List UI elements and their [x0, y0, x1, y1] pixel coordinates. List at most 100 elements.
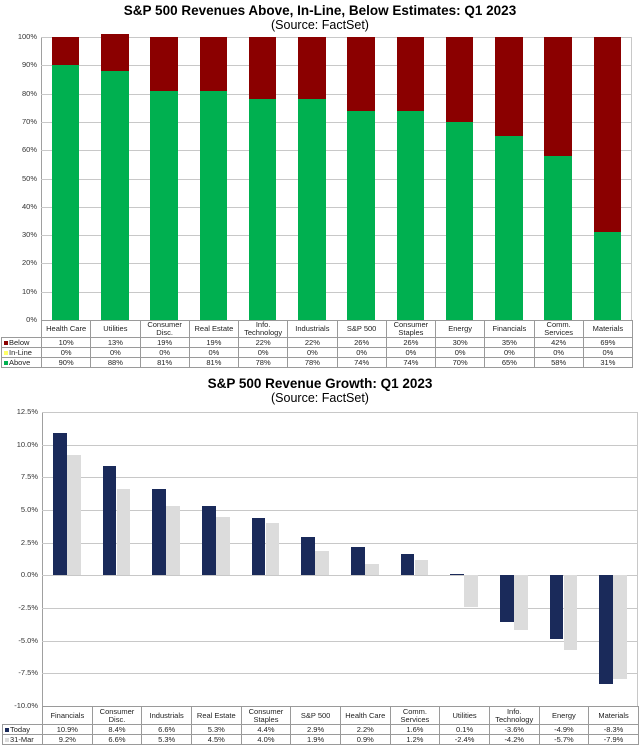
y-tick-label: 70%: [21, 116, 37, 126]
table-cell: 31%: [582, 357, 634, 368]
category-label: Real Estate: [188, 320, 240, 338]
category-label: Consumer Staples: [240, 706, 292, 725]
y-tick-label: 5.0%: [20, 505, 38, 514]
bar-below: [298, 37, 326, 100]
table-cell: 0%: [139, 347, 190, 358]
bar-today: [350, 546, 365, 576]
legend-swatch-icon: [4, 340, 8, 345]
y-tick-label: -5.0%: [18, 635, 38, 645]
table-cell: 88%: [90, 357, 141, 368]
table-cell: 1.2%: [389, 734, 441, 745]
table-cell: 0%: [582, 347, 634, 358]
bar-31-mar: [116, 489, 131, 576]
table-cell: 90%: [40, 357, 92, 368]
gridline: [41, 150, 632, 152]
gridline: [42, 510, 638, 511]
series-label: Below: [1, 337, 42, 348]
table-corner: [2, 321, 42, 338]
table-cell: 10%: [40, 337, 92, 348]
bar-today: [549, 575, 564, 640]
table-cell: 19%: [188, 337, 240, 348]
series-name: Below: [9, 337, 30, 347]
table-cell: 65%: [484, 357, 535, 368]
bar-above: [51, 65, 80, 320]
bar-below: [101, 34, 129, 71]
bar-below: [248, 37, 277, 100]
gridline: [42, 640, 638, 642]
table-cell: 1.9%: [290, 734, 341, 745]
table-cell: 0%: [533, 347, 584, 358]
bar-above: [396, 110, 425, 320]
table-cell: 5.3%: [190, 724, 242, 735]
y-tick-label: 7.5%: [20, 472, 38, 482]
table-cell: -4.9%: [538, 724, 590, 735]
table-cell: 26%: [336, 337, 387, 348]
plot-frame: [42, 412, 638, 706]
category-label: S&P 500: [290, 706, 341, 725]
gridline: [41, 65, 632, 67]
table-cell: 70%: [434, 357, 486, 368]
bar-above: [495, 136, 523, 320]
category-label: Health Care: [40, 320, 92, 338]
category-label: Materials: [588, 706, 639, 725]
bar-below: [51, 37, 80, 66]
table-row: Below 10% 13% 19% 19% 22% 22% 26% 26% 30% 35% 42% 69…: [1, 337, 634, 348]
bar-today: [599, 575, 614, 684]
table-cell: 78%: [237, 357, 289, 368]
category-label: Comm. Services: [533, 320, 584, 338]
chart-2-subtitle: (Source: FactSet): [271, 391, 369, 405]
table-cell: 13%: [90, 337, 141, 348]
table-cell: 8.4%: [91, 724, 143, 735]
gridline: [42, 444, 638, 446]
y-tick-label: 2.5%: [20, 537, 38, 547]
bar-above: [248, 99, 277, 320]
table-cell: -2.4%: [439, 734, 490, 745]
table-header-row: Financials Consumer Disc. Industrials Real …: [3, 706, 639, 725]
table-cell: 78%: [287, 357, 338, 368]
table-cell: 4.5%: [190, 734, 242, 745]
bar-below: [347, 37, 375, 111]
gridline: [41, 37, 632, 38]
bar-above: [101, 70, 129, 320]
gridline: [41, 93, 632, 95]
table-row: In-Line 0% 0% 0% 0% 0% 0% 0% 0% 0% 0% 0% 0%: [1, 347, 634, 358]
bar-above: [199, 90, 228, 320]
table-cell: 30%: [434, 337, 486, 348]
bar-31-mar: [215, 516, 230, 576]
table-cell: -3.6%: [488, 724, 540, 735]
legend-swatch-icon: [5, 727, 9, 732]
gridline: [42, 412, 638, 413]
category-label: S&P 500: [336, 320, 387, 338]
y-tick-label: -2.5%: [18, 603, 38, 612]
series-label: Above: [1, 357, 42, 368]
bar-today: [201, 506, 216, 576]
bar-below: [396, 37, 425, 111]
category-label: Utilities: [90, 320, 141, 338]
bar-today: [102, 465, 117, 576]
table-cell: 0%: [336, 347, 387, 358]
bar-31-mar: [66, 455, 81, 576]
y-tick-label: 10%: [21, 286, 37, 296]
bar-above: [544, 155, 572, 320]
table-cell: 0%: [90, 347, 141, 358]
table-cell: 0%: [40, 347, 92, 358]
bar-below: [544, 37, 572, 156]
table-cell: 26%: [385, 337, 437, 348]
bar-31-mar: [513, 575, 528, 631]
y-tick-label: 30%: [21, 230, 37, 240]
table-cell: -4.2%: [488, 734, 540, 745]
table-cell: 35%: [484, 337, 535, 348]
table-cell: 9.2%: [42, 734, 93, 745]
table-cell: 74%: [385, 357, 437, 368]
bar-today: [450, 574, 465, 576]
bar-below: [199, 37, 228, 91]
gridline: [41, 291, 632, 293]
category-label: Consumer Disc.: [139, 320, 190, 338]
table-cell: 74%: [336, 357, 387, 368]
category-label: Real Estate: [190, 706, 242, 725]
chart-1-data-table: Health Care Utilities Consumer Disc. Real E…: [1, 320, 634, 368]
chart-1-subtitle: (Source: FactSet): [271, 18, 369, 32]
bar-31-mar: [613, 575, 628, 679]
table-cell: 42%: [533, 337, 584, 348]
table-cell: 22%: [287, 337, 338, 348]
